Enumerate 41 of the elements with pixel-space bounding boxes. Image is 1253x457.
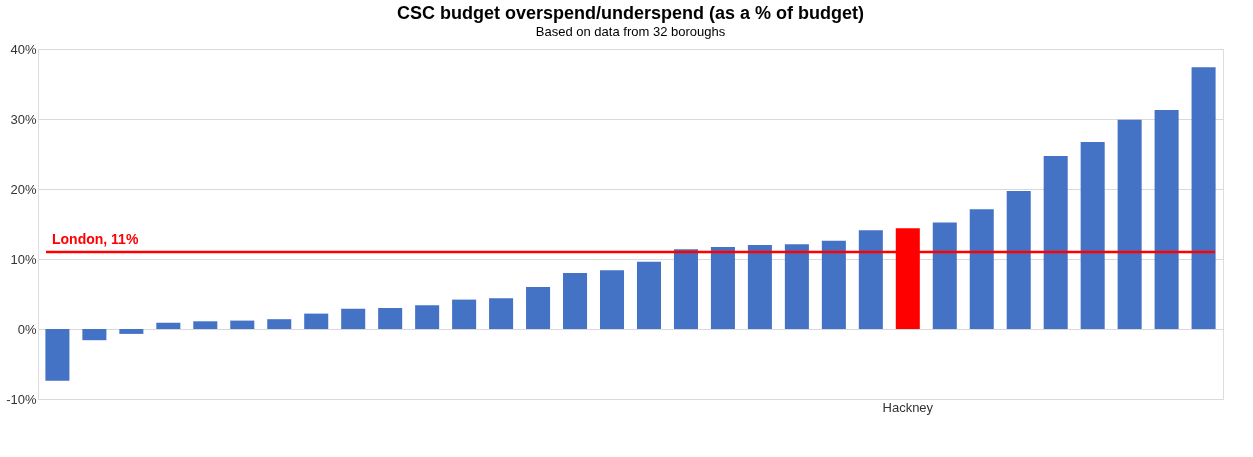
bar [156,322,181,329]
ref-line-label: London, 11% [52,231,139,247]
bar [747,245,772,329]
bar [341,308,366,329]
x-tick-label: Hackney [882,399,934,415]
y-tick-label: 20% [10,181,37,197]
bar [1117,119,1142,329]
chart-subtitle: Based on data from 32 boroughs [535,24,726,39]
bar [858,230,883,329]
bar [1006,191,1031,329]
bar [304,313,329,329]
bar [119,329,144,334]
bar [1191,67,1216,329]
bar [1043,156,1068,329]
bar [489,298,514,329]
bar [636,261,661,329]
bar [1080,142,1105,329]
bar [82,329,107,341]
y-tick-label: -10% [6,391,37,407]
bar [415,305,440,329]
chart-title: CSC budget overspend/underspend (as a % of budget) [396,3,865,23]
bar [193,321,218,329]
bar [673,249,698,329]
bar [932,222,957,329]
bar [378,308,403,329]
bar [452,299,477,329]
bar [526,287,551,329]
y-tick-label: 0% [17,321,37,337]
y-tick-label: 10% [10,251,37,267]
bar [1154,109,1179,329]
bar [969,209,994,329]
bar [600,270,625,329]
bar [821,240,846,329]
bar [710,247,735,329]
y-tick-label: 30% [10,111,37,127]
bar [45,329,70,381]
bar [267,319,292,329]
bar [563,273,588,329]
y-tick-label: 40% [10,41,37,57]
bar [230,320,255,329]
bar [784,244,809,329]
